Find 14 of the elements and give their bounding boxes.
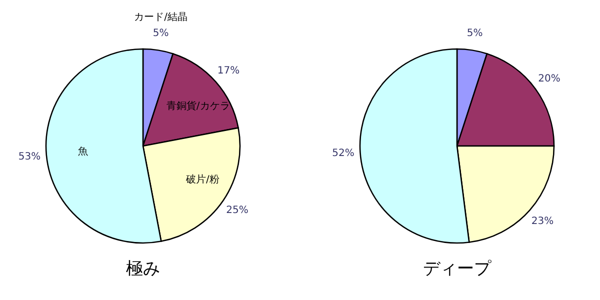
data-label: 25%	[226, 204, 248, 216]
data-label: 5%	[466, 28, 483, 40]
text: 極み	[126, 259, 160, 279]
text: ディープ	[423, 259, 492, 279]
slice-label: 魚	[78, 145, 88, 158]
data-label: 17%	[217, 65, 240, 76]
slice-label: 青銅貨/カケラ	[166, 100, 230, 112]
data-label: 53%	[18, 151, 41, 162]
data-label: 23%	[531, 216, 554, 228]
data-label: 5%	[152, 28, 169, 40]
slice-label: カード/結晶	[134, 12, 188, 24]
data-label: 52%	[332, 148, 354, 159]
data-label: 20%	[538, 74, 560, 85]
slice-label: 破片/粉	[185, 174, 220, 186]
